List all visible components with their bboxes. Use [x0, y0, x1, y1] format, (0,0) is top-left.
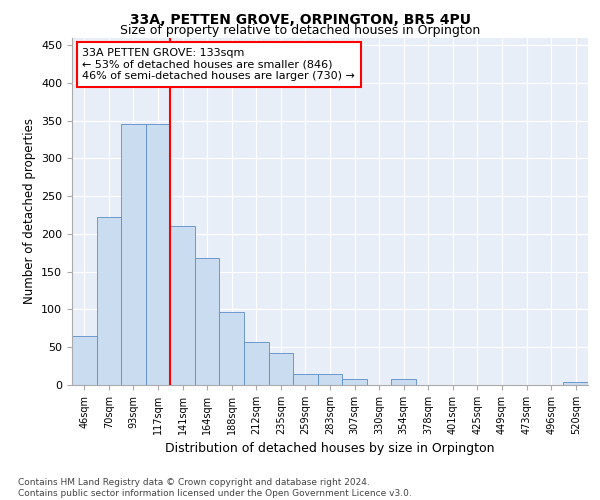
Bar — [97, 218, 121, 385]
Text: 33A PETTEN GROVE: 133sqm
← 53% of detached houses are smaller (846)
46% of semi-: 33A PETTEN GROVE: 133sqm ← 53% of detach… — [82, 48, 355, 81]
Text: Contains HM Land Registry data © Crown copyright and database right 2024.
Contai: Contains HM Land Registry data © Crown c… — [18, 478, 412, 498]
Bar — [244, 342, 269, 385]
Y-axis label: Number of detached properties: Number of detached properties — [23, 118, 35, 304]
Bar — [293, 374, 318, 385]
Bar — [342, 379, 367, 385]
Bar — [220, 312, 244, 385]
Bar — [195, 258, 220, 385]
Bar — [318, 374, 342, 385]
Bar — [563, 382, 588, 385]
Bar — [391, 379, 416, 385]
Bar — [121, 124, 146, 385]
X-axis label: Distribution of detached houses by size in Orpington: Distribution of detached houses by size … — [165, 442, 495, 456]
Bar — [170, 226, 195, 385]
Text: Size of property relative to detached houses in Orpington: Size of property relative to detached ho… — [120, 24, 480, 37]
Bar — [269, 352, 293, 385]
Text: 33A, PETTEN GROVE, ORPINGTON, BR5 4PU: 33A, PETTEN GROVE, ORPINGTON, BR5 4PU — [130, 12, 470, 26]
Bar — [146, 124, 170, 385]
Bar — [72, 336, 97, 385]
